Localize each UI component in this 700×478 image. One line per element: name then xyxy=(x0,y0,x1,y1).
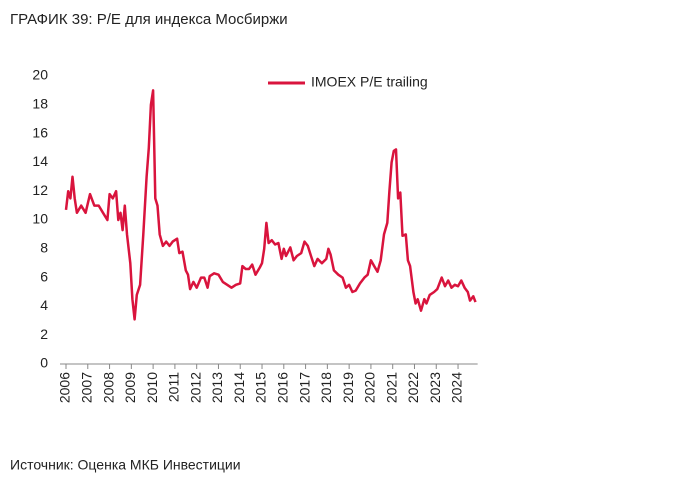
y-tick-label: 10 xyxy=(32,211,48,227)
y-tick-label: 16 xyxy=(32,124,48,140)
x-tick-label: 2014 xyxy=(231,372,247,403)
y-tick-label: 2 xyxy=(40,326,48,342)
x-tick-label: 2016 xyxy=(275,372,291,403)
x-tick-label: 2006 xyxy=(57,372,73,403)
x-tick-label: 2024 xyxy=(449,372,465,403)
legend-label: IMOEX P/E trailing xyxy=(311,74,428,90)
x-tick-label: 2013 xyxy=(209,372,225,403)
x-tick-label: 2010 xyxy=(144,372,160,403)
data-line xyxy=(64,89,477,321)
y-tick-label: 0 xyxy=(40,355,48,371)
x-tick-label: 2009 xyxy=(122,372,138,403)
x-tick-label: 2022 xyxy=(405,372,421,403)
x-tick-label: 2011 xyxy=(166,372,182,402)
source-note: Источник: Оценка МКБ Инвестиции xyxy=(10,457,241,473)
y-tick-label: 12 xyxy=(32,182,48,198)
y-tick-label: 6 xyxy=(40,268,48,284)
y-tick-label: 18 xyxy=(32,96,48,112)
x-tick-label: 2012 xyxy=(187,372,203,403)
y-tick-label: 20 xyxy=(32,67,48,83)
y-tick-label: 14 xyxy=(32,153,48,169)
chart-title: ГРАФИК 39: P/E для индекса Мосбиржи xyxy=(10,11,288,28)
x-tick-label: 2015 xyxy=(253,372,269,403)
x-tick-label: 2008 xyxy=(100,372,116,403)
x-tick-label: 2018 xyxy=(318,372,334,403)
x-tick-label: 2023 xyxy=(427,372,443,403)
x-tick-label: 2021 xyxy=(383,372,399,403)
y-tick-label: 4 xyxy=(40,297,48,313)
x-tick-label: 2017 xyxy=(296,372,312,403)
x-tick-label: 2019 xyxy=(340,372,356,403)
x-tick-label: 2020 xyxy=(362,372,378,403)
y-tick-label: 8 xyxy=(40,240,48,256)
x-tick-label: 2007 xyxy=(78,372,94,403)
